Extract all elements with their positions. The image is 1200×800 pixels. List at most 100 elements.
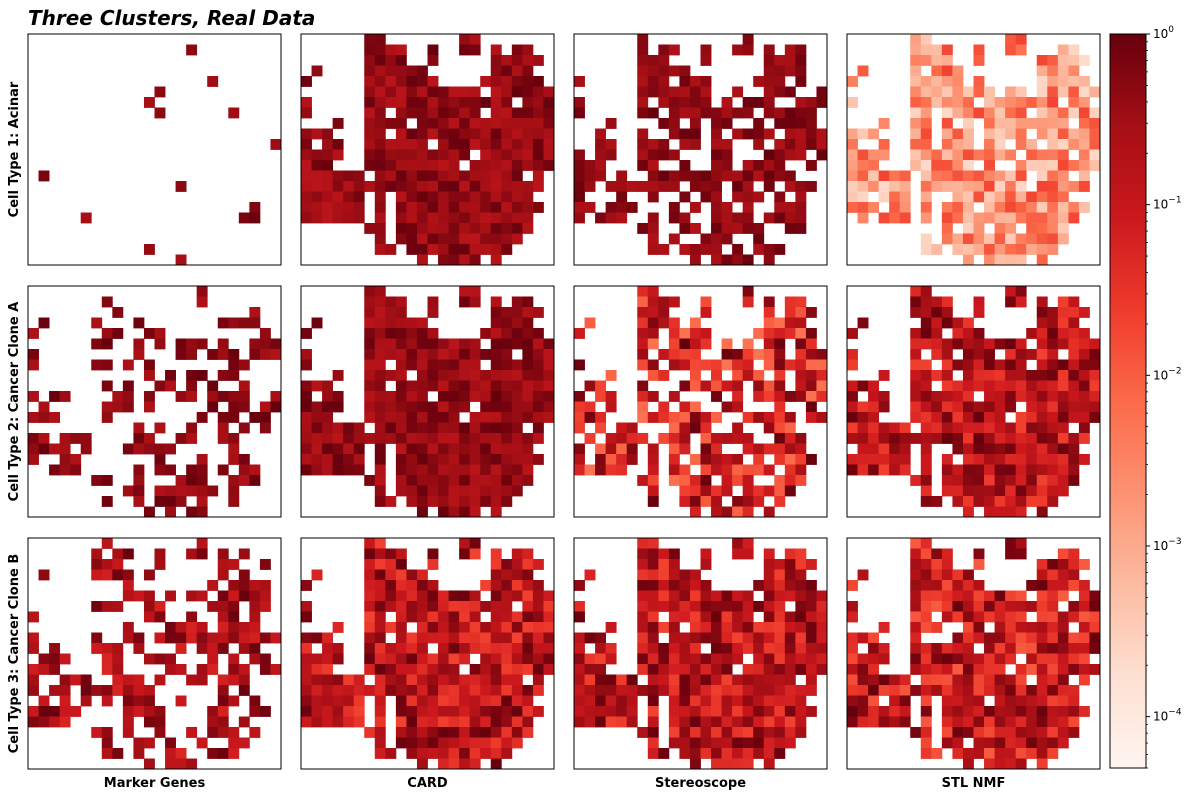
heatmap-cell xyxy=(469,97,481,108)
heatmap-cell xyxy=(490,643,502,654)
heatmap-cell xyxy=(1068,76,1080,87)
heatmap-cell xyxy=(605,685,617,696)
heatmap-cell xyxy=(217,695,229,707)
heatmap-cell xyxy=(165,506,176,518)
heatmap-cell xyxy=(973,706,985,717)
heatmap-cell xyxy=(364,622,376,633)
heatmap-cell xyxy=(511,653,523,665)
heatmap-cell xyxy=(416,664,428,675)
heatmap-cell xyxy=(647,548,659,560)
heatmap-cell xyxy=(395,412,407,423)
heatmap-cell xyxy=(322,422,334,434)
heatmap-cell xyxy=(711,611,722,623)
heatmap-cell xyxy=(689,401,701,413)
heatmap-cell xyxy=(1068,181,1080,192)
heatmap-cell xyxy=(1047,202,1059,213)
heatmap-cell xyxy=(406,317,418,329)
heatmap-cell xyxy=(721,338,733,350)
heatmap-cell xyxy=(459,44,471,56)
heatmap-cell xyxy=(1047,223,1059,234)
heatmap-cell xyxy=(522,349,534,360)
heatmap-cell xyxy=(795,580,807,591)
heatmap-cell xyxy=(374,118,386,129)
heatmap-cell xyxy=(910,391,922,402)
heatmap-cell xyxy=(721,695,733,707)
heatmap-cell xyxy=(920,580,932,591)
heatmap-cell xyxy=(374,380,386,392)
heatmap-cell xyxy=(374,590,386,602)
heatmap-cell xyxy=(490,118,502,129)
heatmap-cell xyxy=(427,590,439,602)
heatmap-cell xyxy=(763,160,775,171)
heatmap-cell xyxy=(658,580,670,591)
heatmap-cell xyxy=(490,202,502,213)
heatmap-cell xyxy=(689,422,701,434)
heatmap-cell xyxy=(721,706,733,717)
heatmap-cell xyxy=(311,412,323,423)
colorbar-tick-label: 10−1 xyxy=(1153,196,1182,212)
heatmap-cell xyxy=(427,580,439,591)
heatmap-cell xyxy=(228,622,240,633)
heatmap-cell xyxy=(868,632,880,644)
heatmap-cell xyxy=(228,412,240,423)
heatmap-cell xyxy=(962,401,974,413)
heatmap-cell xyxy=(1068,128,1080,140)
heatmap-cell xyxy=(438,149,449,161)
heatmap-cell xyxy=(994,590,1006,602)
heatmap-cell xyxy=(753,737,765,749)
heatmap-cell xyxy=(899,706,911,717)
heatmap-cell xyxy=(217,317,229,329)
heatmap-cell xyxy=(406,328,418,339)
heatmap-cell xyxy=(385,55,397,66)
heatmap-cell xyxy=(795,118,807,129)
heatmap-cell xyxy=(626,433,638,444)
heatmap-cell xyxy=(711,233,722,245)
heatmap-cell xyxy=(501,611,513,623)
heatmap-cell xyxy=(795,664,807,675)
heatmap-cell xyxy=(448,349,460,360)
heatmap-cell xyxy=(994,233,1006,245)
heatmap-cell xyxy=(941,559,953,570)
heatmap-cell xyxy=(742,170,754,182)
heatmap-cell xyxy=(374,149,386,161)
heatmap-cell xyxy=(249,590,261,602)
heatmap-cell xyxy=(910,370,922,381)
heatmap-cell xyxy=(1026,191,1038,203)
heatmap-cell xyxy=(711,223,722,234)
heatmap-cell xyxy=(941,611,953,623)
heatmap-cell xyxy=(753,727,765,738)
heatmap-cell xyxy=(1036,464,1048,476)
heatmap-cell xyxy=(501,359,513,371)
heatmap-cell xyxy=(753,632,765,644)
heatmap-cell xyxy=(490,506,502,518)
heatmap-cell xyxy=(1047,653,1059,665)
heatmap-cell xyxy=(469,139,481,150)
heatmap-cell xyxy=(647,622,659,633)
heatmap-cell xyxy=(238,422,250,434)
heatmap-cell xyxy=(774,433,786,444)
heatmap-cell xyxy=(165,496,176,507)
heatmap-cell xyxy=(238,317,250,329)
heatmap-cell xyxy=(448,674,460,686)
heatmap-cell xyxy=(1078,307,1090,318)
heatmap-cell xyxy=(332,191,344,203)
heatmap-cell xyxy=(1005,454,1017,465)
heatmap-cell xyxy=(941,454,953,465)
heatmap-cell xyxy=(742,590,754,602)
heatmap-cell xyxy=(1057,202,1069,213)
heatmap-cell xyxy=(784,611,796,623)
heatmap-cell xyxy=(332,653,344,665)
heatmap-cell xyxy=(774,107,786,119)
heatmap-cell xyxy=(490,443,502,455)
heatmap-cell xyxy=(763,548,775,560)
heatmap-cell xyxy=(868,716,880,728)
heatmap-cell xyxy=(889,433,901,444)
heatmap-cell xyxy=(311,422,323,434)
heatmap-cell xyxy=(795,727,807,738)
heatmap-cell xyxy=(427,664,439,675)
heatmap-cell xyxy=(501,580,513,591)
heatmap-cell xyxy=(1005,233,1017,245)
heatmap-cell xyxy=(984,139,995,150)
heatmap-cell xyxy=(395,454,407,465)
